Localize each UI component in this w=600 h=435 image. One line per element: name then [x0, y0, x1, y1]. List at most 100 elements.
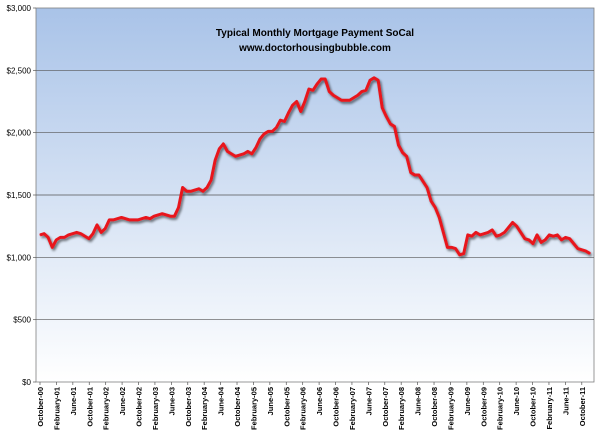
data-point — [181, 186, 184, 189]
x-tick-label: October-06 — [332, 387, 341, 427]
data-point — [357, 94, 359, 96]
x-tick-label: June-03 — [167, 387, 176, 415]
data-point — [234, 155, 237, 157]
x-tick-label: February-11 — [545, 387, 554, 430]
data-point — [316, 83, 318, 85]
data-point — [251, 153, 253, 155]
data-point — [516, 225, 518, 227]
data-point — [283, 120, 286, 123]
data-point — [426, 186, 428, 189]
data-point — [507, 226, 510, 229]
data-point — [495, 235, 497, 237]
chart-subtitle: www.doctorhousingbubble.com — [238, 43, 391, 54]
data-point — [569, 238, 571, 240]
data-point — [120, 216, 123, 219]
data-point — [487, 231, 489, 233]
x-tick-label: June-05 — [266, 387, 275, 415]
x-tick-label: October-05 — [282, 387, 291, 427]
data-point — [589, 252, 591, 255]
data-point — [467, 234, 469, 236]
x-tick-label: June-06 — [315, 387, 324, 415]
data-point — [76, 231, 78, 233]
data-point — [92, 233, 94, 235]
data-point — [173, 215, 176, 217]
data-point — [190, 190, 192, 192]
data-point — [463, 252, 465, 255]
data-point — [230, 153, 233, 155]
data-point — [442, 231, 444, 233]
x-tick-label: June-01 — [69, 387, 78, 415]
data-point — [84, 235, 86, 237]
data-point — [259, 138, 261, 140]
data-point — [96, 224, 98, 226]
data-point — [304, 100, 306, 103]
data-point — [397, 144, 400, 146]
data-point — [141, 218, 143, 220]
data-point — [499, 234, 501, 236]
data-point — [47, 236, 49, 238]
data-point — [340, 99, 343, 101]
x-tick-label: June-09 — [463, 387, 472, 415]
data-point — [153, 215, 155, 217]
x-tick-label: October-10 — [529, 387, 538, 427]
data-point — [202, 190, 204, 192]
data-point — [385, 115, 387, 118]
data-point — [271, 130, 273, 133]
data-point — [157, 214, 159, 216]
x-tick-label: October-11 — [578, 387, 587, 426]
data-point — [108, 219, 110, 221]
data-point — [536, 234, 538, 236]
data-point — [63, 236, 66, 238]
y-tick-label: $0 — [22, 378, 31, 387]
x-tick-label: October-00 — [36, 387, 45, 427]
data-point — [67, 234, 70, 236]
y-tick-label: $2,500 — [7, 66, 32, 75]
data-point — [214, 159, 216, 161]
x-tick-label: June-11 — [561, 387, 570, 415]
data-point — [247, 150, 249, 152]
data-point — [365, 89, 367, 91]
data-point — [116, 218, 119, 220]
data-point — [320, 78, 322, 80]
data-point — [540, 241, 542, 243]
data-point — [59, 236, 61, 238]
data-point — [393, 125, 396, 128]
data-point — [263, 133, 265, 135]
data-point — [332, 94, 334, 96]
data-point — [377, 79, 379, 81]
x-tick-label: October-02 — [135, 387, 144, 427]
data-point — [344, 99, 347, 101]
data-point — [210, 179, 212, 181]
x-tick-label: June-04 — [217, 386, 226, 415]
x-tick-label: October-03 — [184, 387, 193, 427]
data-point — [124, 218, 127, 220]
data-point — [43, 233, 45, 235]
data-point — [503, 231, 506, 233]
data-point — [55, 239, 57, 241]
data-point — [401, 152, 404, 154]
data-point — [324, 78, 326, 80]
data-point — [450, 246, 453, 248]
data-point — [51, 246, 53, 248]
data-point — [585, 250, 587, 252]
data-point — [239, 154, 241, 156]
data-point — [430, 200, 432, 202]
x-tick-label: October-08 — [430, 387, 439, 427]
x-tick-label: February-01 — [52, 387, 61, 430]
data-point — [491, 229, 493, 231]
y-tick-label: $2,000 — [7, 129, 32, 138]
x-tick-label: February-06 — [299, 387, 308, 430]
x-tick-label: October-09 — [479, 387, 488, 427]
data-point — [328, 90, 330, 93]
data-point — [275, 127, 277, 129]
x-tick-label: February-03 — [151, 387, 160, 430]
data-point — [532, 243, 534, 245]
data-point — [475, 231, 477, 233]
data-point — [112, 219, 114, 221]
x-tick-label: June-07 — [364, 387, 373, 415]
data-point — [104, 228, 106, 230]
data-point — [308, 88, 310, 90]
data-point — [300, 110, 302, 113]
data-point — [369, 79, 371, 81]
